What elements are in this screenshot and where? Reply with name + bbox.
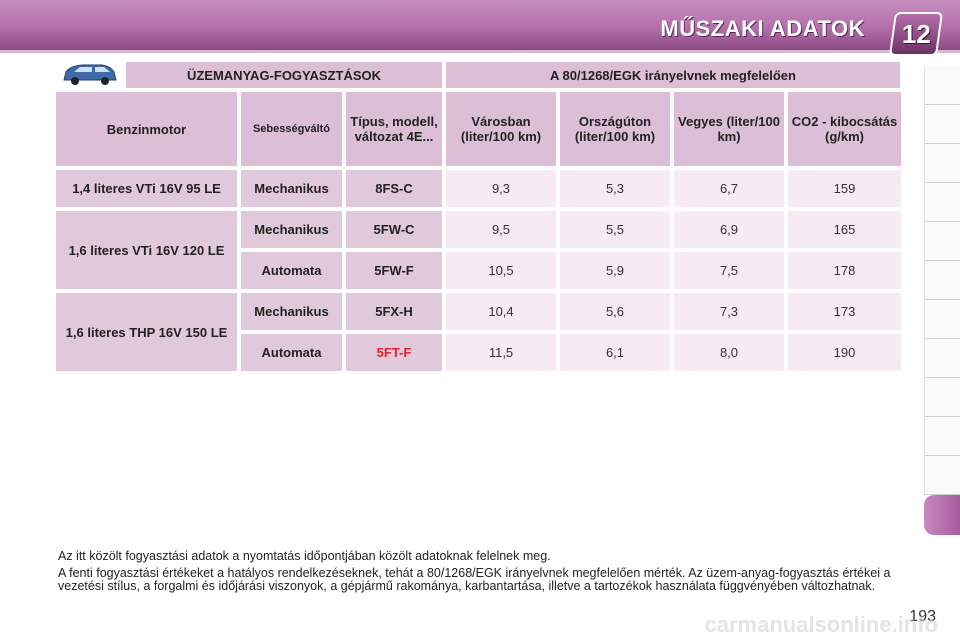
type-cell-highlighted: 5FT-F bbox=[346, 334, 442, 371]
table-group-header: ÜZEMANYAG-FOGYASZTÁSOK A 80/1268/EGK irá… bbox=[56, 62, 904, 88]
column-header: Városban (liter/100 km) bbox=[446, 92, 556, 166]
type-cell: 5FW-C bbox=[346, 211, 442, 248]
co2-cell: 173 bbox=[788, 293, 901, 330]
chapter-tab[interactable] bbox=[924, 300, 960, 339]
mixed-cell: 8,0 bbox=[674, 334, 784, 371]
city-cell: 11,5 bbox=[446, 334, 556, 371]
chapter-tab[interactable] bbox=[924, 66, 960, 105]
column-header: CO2 - kibocsátás (g/km) bbox=[788, 92, 901, 166]
chapter-tab[interactable] bbox=[924, 339, 960, 378]
road-cell: 5,3 bbox=[560, 170, 670, 207]
engine-cell: 1,6 literes VTi 16V 120 LE bbox=[56, 211, 237, 289]
column-header: Benzinmotor bbox=[56, 92, 237, 166]
table-row: 1,4 literes VTi 16V 95 LE Mechanikus 8FS… bbox=[56, 170, 904, 207]
engine-cell: 1,4 literes VTi 16V 95 LE bbox=[56, 170, 237, 207]
column-header: Típus, modell, változat 4E... bbox=[346, 92, 442, 166]
header-divider bbox=[0, 50, 960, 53]
table-row: Mechanikus 5FX-H 10,4 5,6 7,3 173 bbox=[241, 293, 901, 330]
chapter-tabs bbox=[924, 66, 960, 535]
column-header-row: Benzinmotor Sebességváltó Típus, modell,… bbox=[56, 92, 904, 166]
table-row-group: 1,6 literes VTi 16V 120 LE Mechanikus 5F… bbox=[56, 211, 904, 289]
group-header-directive: A 80/1268/EGK irányelvnek megfelelően bbox=[446, 62, 900, 88]
co2-cell: 165 bbox=[788, 211, 901, 248]
type-cell: 5FX-H bbox=[346, 293, 442, 330]
mixed-cell: 6,7 bbox=[674, 170, 784, 207]
city-cell: 9,3 bbox=[446, 170, 556, 207]
column-header: Sebességváltó bbox=[241, 92, 342, 166]
road-cell: 6,1 bbox=[560, 334, 670, 371]
footnotes: Az itt közölt fogyasztási adatok a nyomt… bbox=[58, 550, 904, 597]
chapter-tab[interactable] bbox=[924, 144, 960, 183]
table-row: Automata 5FT-F 11,5 6,1 8,0 190 bbox=[241, 334, 901, 371]
gearbox-cell: Mechanikus bbox=[241, 293, 342, 330]
co2-cell: 178 bbox=[788, 252, 901, 289]
gearbox-cell: Mechanikus bbox=[241, 170, 342, 207]
road-cell: 5,5 bbox=[560, 211, 670, 248]
chapter-tab[interactable] bbox=[924, 105, 960, 144]
mixed-cell: 6,9 bbox=[674, 211, 784, 248]
type-cell: 5FW-F bbox=[346, 252, 442, 289]
watermark: carmanualsonline.info bbox=[704, 612, 939, 637]
chapter-badge: 12 bbox=[888, 12, 944, 56]
chapter-tab[interactable] bbox=[924, 222, 960, 261]
header-band bbox=[0, 0, 960, 50]
footnote-paragraph: Az itt közölt fogyasztási adatok a nyomt… bbox=[58, 549, 551, 563]
column-header: Országúton (liter/100 km) bbox=[560, 92, 670, 166]
chapter-tab[interactable] bbox=[924, 417, 960, 456]
chapter-number: 12 bbox=[901, 18, 931, 49]
chapter-tab[interactable] bbox=[924, 378, 960, 417]
group-header-consumption: ÜZEMANYAG-FOGYASZTÁSOK bbox=[126, 62, 442, 88]
footnote-paragraph: A fenti fogyasztási értékeket a hatályos… bbox=[58, 566, 891, 593]
city-cell: 9,5 bbox=[446, 211, 556, 248]
road-cell: 5,6 bbox=[560, 293, 670, 330]
gearbox-cell: Automata bbox=[241, 252, 342, 289]
co2-cell: 159 bbox=[788, 170, 901, 207]
mixed-cell: 7,5 bbox=[674, 252, 784, 289]
city-cell: 10,5 bbox=[446, 252, 556, 289]
page-title: MŰSZAKI ADATOK bbox=[660, 16, 865, 41]
gearbox-cell: Mechanikus bbox=[241, 211, 342, 248]
engine-cell: 1,6 literes THP 16V 150 LE bbox=[56, 293, 237, 371]
chapter-tab[interactable] bbox=[924, 183, 960, 222]
chapter-tab-active[interactable] bbox=[924, 495, 960, 535]
city-cell: 10,4 bbox=[446, 293, 556, 330]
table-row-group: 1,6 literes THP 16V 150 LE Mechanikus 5F… bbox=[56, 293, 904, 371]
table-row: Mechanikus 5FW-C 9,5 5,5 6,9 165 bbox=[241, 211, 901, 248]
mixed-cell: 7,3 bbox=[674, 293, 784, 330]
road-cell: 5,9 bbox=[560, 252, 670, 289]
car-icon bbox=[56, 62, 122, 88]
type-cell: 8FS-C bbox=[346, 170, 442, 207]
chapter-tab[interactable] bbox=[924, 456, 960, 495]
co2-cell: 190 bbox=[788, 334, 901, 371]
gearbox-cell: Automata bbox=[241, 334, 342, 371]
fuel-consumption-table: ÜZEMANYAG-FOGYASZTÁSOK A 80/1268/EGK irá… bbox=[56, 62, 904, 375]
page-number: 193 bbox=[909, 608, 936, 625]
column-header: Vegyes (liter/100 km) bbox=[674, 92, 784, 166]
table-row: Automata 5FW-F 10,5 5,9 7,5 178 bbox=[241, 252, 901, 289]
chapter-tab[interactable] bbox=[924, 261, 960, 300]
